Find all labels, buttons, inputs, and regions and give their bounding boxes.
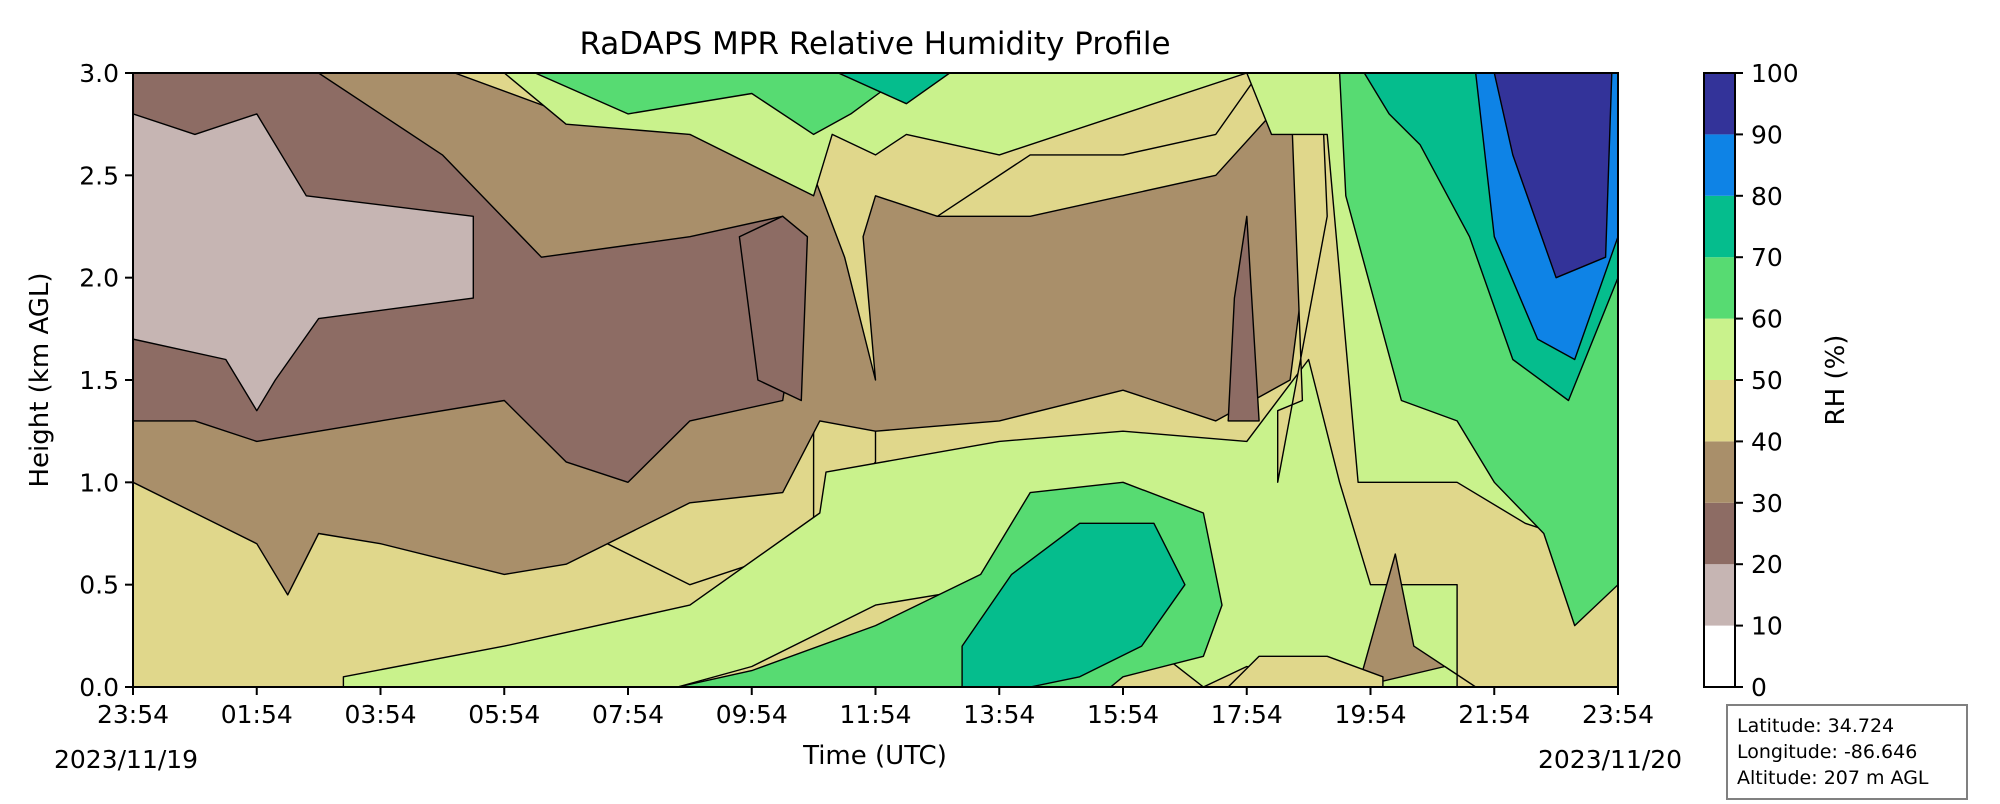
colorbar-tick-label: 20 xyxy=(1751,550,1783,579)
colorbar-segment xyxy=(1704,564,1735,626)
contour-region-3 xyxy=(961,522,1186,687)
x-tick-label: 11:54 xyxy=(839,700,911,729)
colorbar-tick-label: 0 xyxy=(1751,673,1767,702)
y-axis-label: Height (km AGL) xyxy=(25,272,55,487)
y-tick-label: 0.5 xyxy=(79,571,119,600)
contour-region-7 xyxy=(454,73,1328,483)
longitude-text: Longitude: -86.646 xyxy=(1737,741,1918,763)
colorbar-label: RH (%) xyxy=(1821,335,1851,426)
colorbar-segment xyxy=(1704,134,1735,196)
station-info-box: Latitude: 34.724 Longitude: -86.646 Alti… xyxy=(1726,704,1968,800)
contour-region-5 xyxy=(1227,655,1384,687)
y-axis: 0.0 0.5 1.0 1.5 2.0 2.5 3.0 xyxy=(79,59,133,702)
colorbar-tick-label: 80 xyxy=(1751,182,1783,211)
colorbar-segment xyxy=(1704,380,1735,442)
colorbar-tick-label: 40 xyxy=(1751,427,1783,456)
altitude-text: Altitude: 207 m AGL xyxy=(1737,767,1929,789)
contour-region-16 xyxy=(738,215,809,402)
colorbar-segment xyxy=(1704,502,1735,565)
y-tick-label: 0.0 xyxy=(79,673,119,702)
colorbar-tick-label: 50 xyxy=(1751,366,1783,395)
x-axis-label: Time (UTC) xyxy=(802,741,947,771)
colorbar: 0 10 20 30 40 50 60 70 80 90 100 xyxy=(1703,59,1799,702)
y-tick-label: 3.0 xyxy=(79,59,119,88)
y-tick-label: 2.5 xyxy=(79,161,119,190)
latitude-text: Latitude: 34.724 xyxy=(1737,715,1895,737)
contour-region-9 xyxy=(133,113,474,412)
colorbar-tick-label: 30 xyxy=(1751,489,1783,518)
contour-plot-area xyxy=(133,73,1618,687)
x-tick-label: 09:54 xyxy=(716,700,788,729)
colorbar-tick-label: 70 xyxy=(1751,243,1783,272)
contour-region-17 xyxy=(1227,215,1260,422)
colorbar-segment xyxy=(1704,625,1735,687)
x-tick-label: 23:54 xyxy=(97,700,169,729)
contour-region-15 xyxy=(1493,73,1613,279)
x-tick-label: 05:54 xyxy=(468,700,540,729)
colorbar-segment xyxy=(1704,318,1735,380)
y-tick-label: 1.0 xyxy=(79,468,119,497)
x-tick-label: 03:54 xyxy=(344,700,416,729)
x-tick-label: 17:54 xyxy=(1211,700,1283,729)
colorbar-tick-label: 90 xyxy=(1751,120,1783,149)
x-tick-label: 21:54 xyxy=(1458,700,1530,729)
chart-title: RaDAPS MPR Relative Humidity Profile xyxy=(579,26,1170,62)
x-tick-label: 23:54 xyxy=(1582,700,1654,729)
colorbar-segment xyxy=(1704,441,1735,503)
colorbar-segment xyxy=(1704,195,1735,258)
colorbar-segment xyxy=(1704,73,1735,135)
x-tick-label: 15:54 xyxy=(1087,700,1159,729)
colorbar-tick-label: 100 xyxy=(1751,59,1799,88)
colorbar-tick-label: 10 xyxy=(1751,612,1783,641)
colorbar-segment xyxy=(1704,257,1735,319)
contour-region-12 xyxy=(837,73,951,105)
colorbar-tick-label: 60 xyxy=(1751,305,1783,334)
contour-region-4 xyxy=(1357,553,1477,687)
x-tick-label: 07:54 xyxy=(592,700,664,729)
end-date-label: 2023/11/20 xyxy=(1538,745,1682,774)
x-tick-label: 19:54 xyxy=(1334,700,1406,729)
x-axis: 23:54 01:54 03:54 05:54 07:54 09:54 11:54 13:54… xyxy=(97,687,1654,729)
x-tick-label: 13:54 xyxy=(963,700,1035,729)
y-tick-label: 2.0 xyxy=(79,264,119,293)
x-tick-label: 01:54 xyxy=(221,700,293,729)
y-tick-label: 1.5 xyxy=(79,366,119,395)
start-date-label: 2023/11/19 xyxy=(54,745,198,774)
